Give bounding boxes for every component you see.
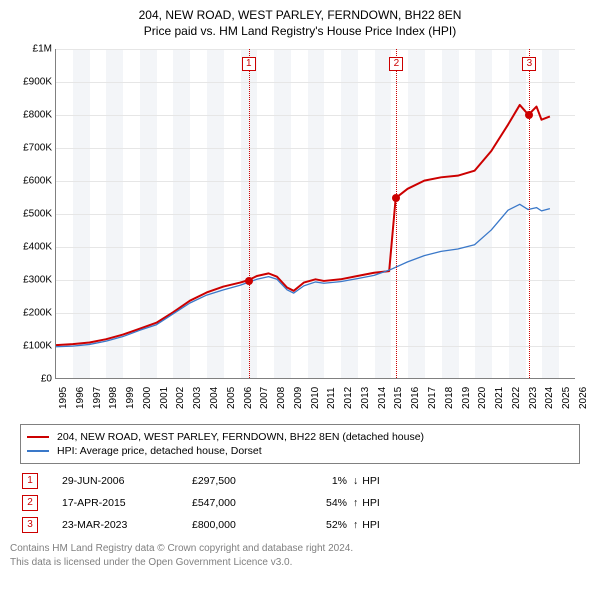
- legend-swatch: [27, 436, 49, 438]
- event-price: £800,000: [192, 519, 302, 531]
- y-axis-label: £1M: [12, 44, 52, 55]
- event-hpi-label: HPI: [362, 475, 380, 487]
- x-axis-label: 2022: [511, 387, 522, 409]
- event-marker-box: 3: [522, 57, 536, 71]
- x-axis-label: 2015: [393, 387, 404, 409]
- event-date: 17-APR-2015: [62, 497, 192, 509]
- x-axis-label: 2018: [444, 387, 455, 409]
- event-pct: 54%: [302, 497, 347, 509]
- event-marker-box: 2: [389, 57, 403, 71]
- x-axis-label: 2004: [209, 387, 220, 409]
- x-axis-label: 2012: [343, 387, 354, 409]
- x-axis-label: 2009: [293, 387, 304, 409]
- events-table: 1 29-JUN-2006£297,5001% ↓ HPI 2 17-APR-2015£5…: [20, 470, 580, 536]
- event-line: [529, 49, 530, 378]
- x-axis-label: 2023: [528, 387, 539, 409]
- footer-line1: Contains HM Land Registry data © Crown c…: [10, 542, 590, 556]
- event-line: [249, 49, 250, 378]
- event-hpi-label: HPI: [362, 497, 380, 509]
- chart-title-line2: Price paid vs. HM Land Registry's House …: [10, 24, 590, 38]
- x-axis-label: 1997: [92, 387, 103, 409]
- x-axis-label: 2010: [310, 387, 321, 409]
- chart-legend: 204, NEW ROAD, WEST PARLEY, FERNDOWN, BH…: [20, 424, 580, 464]
- y-axis-label: £300K: [12, 275, 52, 286]
- x-axis-label: 2000: [142, 387, 153, 409]
- chart-title-block: 204, NEW ROAD, WEST PARLEY, FERNDOWN, BH…: [10, 8, 590, 38]
- event-pct: 1%: [302, 475, 347, 487]
- price-marker: [245, 277, 253, 285]
- x-axis-label: 2013: [360, 387, 371, 409]
- arrow-up-icon: ↑: [353, 497, 358, 509]
- x-axis-label: 2021: [494, 387, 505, 409]
- event-line: [396, 49, 397, 378]
- x-axis-label: 2020: [477, 387, 488, 409]
- footer-line2: This data is licensed under the Open Gov…: [10, 556, 590, 570]
- y-axis-label: £600K: [12, 176, 52, 187]
- price-marker: [392, 194, 400, 202]
- event-price: £547,000: [192, 497, 302, 509]
- x-axis-label: 2011: [326, 387, 337, 409]
- chart-title-line1: 204, NEW ROAD, WEST PARLEY, FERNDOWN, BH…: [10, 8, 590, 22]
- legend-label: HPI: Average price, detached house, Dors…: [57, 445, 262, 457]
- event-row: 2 17-APR-2015£547,00054% ↑ HPI: [20, 492, 580, 514]
- event-number-box: 3: [22, 517, 38, 533]
- y-axis-label: £500K: [12, 209, 52, 220]
- x-axis-label: 1996: [75, 387, 86, 409]
- y-axis-label: £200K: [12, 308, 52, 319]
- event-number-box: 2: [22, 495, 38, 511]
- series-line-property: [56, 105, 550, 345]
- legend-item: 204, NEW ROAD, WEST PARLEY, FERNDOWN, BH…: [27, 431, 573, 443]
- y-axis-label: £900K: [12, 77, 52, 88]
- x-axis-label: 1999: [125, 387, 136, 409]
- event-hpi-label: HPI: [362, 519, 380, 531]
- event-price: £297,500: [192, 475, 302, 487]
- legend-swatch: [27, 450, 49, 452]
- y-axis-label: £700K: [12, 143, 52, 154]
- x-axis-label: 2008: [276, 387, 287, 409]
- event-date: 29-JUN-2006: [62, 475, 192, 487]
- page-root: 204, NEW ROAD, WEST PARLEY, FERNDOWN, BH…: [0, 0, 600, 590]
- event-number-box: 1: [22, 473, 38, 489]
- x-axis-label: 2003: [192, 387, 203, 409]
- x-axis-label: 2016: [410, 387, 421, 409]
- x-axis-label: 2002: [175, 387, 186, 409]
- chart-plot: 1 2 3: [55, 49, 575, 379]
- x-axis-label: 2017: [427, 387, 438, 409]
- x-axis-label: 2024: [544, 387, 555, 409]
- chart-area: 1 2 3 £0 £100K £200K £300K £400K £500K £600K £700…: [10, 44, 590, 424]
- series-line-hpi: [56, 204, 550, 346]
- legend-item: HPI: Average price, detached house, Dors…: [27, 445, 573, 457]
- x-axis-label: 1998: [108, 387, 119, 409]
- x-axis-label: 2019: [461, 387, 472, 409]
- price-marker: [525, 111, 533, 119]
- x-axis-label: 2005: [226, 387, 237, 409]
- y-axis-label: £400K: [12, 242, 52, 253]
- event-row: 1 29-JUN-2006£297,5001% ↓ HPI: [20, 470, 580, 492]
- chart-lines-svg: [56, 49, 575, 378]
- event-row: 3 23-MAR-2023£800,00052% ↑ HPI: [20, 514, 580, 536]
- x-axis-label: 2001: [159, 387, 170, 409]
- y-axis-label: £100K: [12, 341, 52, 352]
- legend-label: 204, NEW ROAD, WEST PARLEY, FERNDOWN, BH…: [57, 431, 424, 443]
- x-axis-label: 1995: [58, 387, 69, 409]
- x-axis-label: 2026: [578, 387, 589, 409]
- footer: Contains HM Land Registry data © Crown c…: [10, 542, 590, 569]
- event-date: 23-MAR-2023: [62, 519, 192, 531]
- arrow-up-icon: ↑: [353, 519, 358, 531]
- event-pct: 52%: [302, 519, 347, 531]
- x-axis-label: 2014: [377, 387, 388, 409]
- x-axis-label: 2025: [561, 387, 572, 409]
- x-axis-label: 2007: [259, 387, 270, 409]
- event-marker-box: 1: [242, 57, 256, 71]
- arrow-down-icon: ↓: [353, 475, 358, 487]
- y-axis-label: £800K: [12, 110, 52, 121]
- x-axis-label: 2006: [243, 387, 254, 409]
- y-axis-label: £0: [12, 374, 52, 385]
